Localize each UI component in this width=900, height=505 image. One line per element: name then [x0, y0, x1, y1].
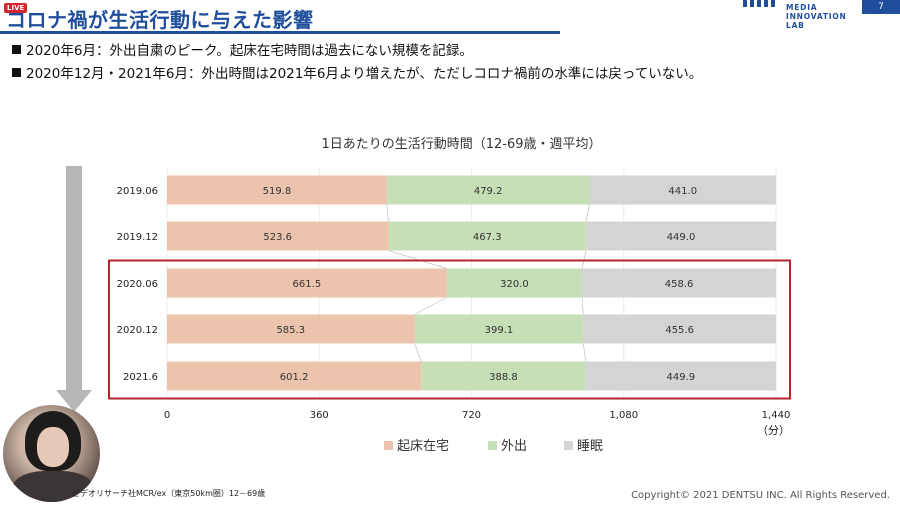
- page-number: 7: [862, 0, 900, 14]
- data-label: 441.0: [668, 186, 697, 197]
- category-label: 2019.06: [117, 186, 158, 197]
- category-label: 2020.06: [117, 279, 158, 290]
- legend-label: 外出: [501, 439, 527, 454]
- data-label: 601.2: [280, 372, 309, 383]
- bar-segment: [583, 314, 776, 344]
- bullet-item: 2020年12月・2021年6月：外出時間は2021年6月より増えたが、ただしコ…: [12, 63, 702, 86]
- logo-text: MEDIA INNOVATION LAB: [786, 3, 847, 30]
- data-label: 523.6: [263, 232, 292, 243]
- bullet-square-icon: [12, 68, 21, 77]
- x-tick-label: 1,440: [762, 410, 791, 421]
- data-label: 467.3: [473, 232, 502, 243]
- page-title: コロナ禍が生活行動に与えた影響: [6, 8, 314, 32]
- category-label: 2020.12: [117, 325, 158, 336]
- data-label: 661.5: [293, 279, 322, 290]
- data-label: 449.9: [667, 372, 696, 383]
- bar-segment: [388, 221, 587, 251]
- bullet-list: 2020年6月：外出自粛のピーク。起床在宅時間は過去にない規模を記録。 2020…: [12, 40, 702, 86]
- presenter-video-avatar: [3, 405, 100, 502]
- source-note: ビデオリサーチ社MCR/ex（東京50km圏）12－69歳: [72, 489, 266, 498]
- bullet-item: 2020年6月：外出自粛のピーク。起床在宅時間は過去にない規模を記録。: [12, 40, 702, 63]
- chart-title: 1日あたりの生活行動時間（12-69歳・週平均）: [321, 137, 601, 152]
- copyright: Copyright© 2021 DENTSU INC. All Rights R…: [631, 490, 890, 501]
- legend-label: 睡眠: [577, 439, 603, 454]
- bar-segment: [167, 175, 387, 205]
- data-label: 388.8: [489, 372, 518, 383]
- title-underline: [0, 31, 560, 34]
- data-label: 519.8: [263, 186, 292, 197]
- series-connector-line: [386, 204, 389, 222]
- bar-segment: [167, 221, 389, 251]
- bar-segment: [421, 361, 586, 391]
- data-label: 479.2: [474, 186, 503, 197]
- data-label: 399.1: [485, 325, 514, 336]
- bar-segment: [585, 361, 776, 391]
- x-tick-label: 720: [462, 410, 481, 421]
- bar-segment: [582, 268, 777, 298]
- data-label: 458.6: [665, 279, 694, 290]
- series-connector-line: [582, 343, 587, 362]
- bullet-text: 2020年6月：外出自粛のピーク。起床在宅時間は過去にない規模を記録。: [26, 43, 473, 59]
- x-axis-unit: （分）: [757, 424, 790, 437]
- bar-segment: [167, 268, 447, 298]
- x-tick-label: 360: [310, 410, 329, 421]
- data-label: 449.0: [667, 232, 696, 243]
- bullet-square-icon: [12, 45, 21, 54]
- time-arrow-shaft: [66, 166, 82, 392]
- series-connector-line: [414, 343, 422, 362]
- data-label: 320.0: [500, 279, 529, 290]
- title-bar: コロナ禍が生活行動に与えた影響 LIVE MEDIA INNOVATION LA…: [0, 0, 900, 36]
- bar-segment: [414, 314, 584, 344]
- bar-segment: [586, 221, 776, 251]
- bullet-text: 2020年12月・2021年6月：外出時間は2021年6月より増えたが、ただしコ…: [26, 66, 703, 82]
- data-label: 585.3: [276, 325, 305, 336]
- data-label: 455.6: [665, 325, 694, 336]
- category-label: 2019.12: [117, 232, 158, 243]
- legend-swatch: [384, 441, 393, 450]
- legend-swatch: [564, 441, 573, 450]
- bar-segment: [167, 314, 415, 344]
- highlight-box: [108, 259, 791, 400]
- bar-segment: [589, 175, 776, 205]
- bar-segment: [167, 361, 422, 391]
- bar-segment: [446, 268, 583, 298]
- series-connector-line: [585, 204, 590, 222]
- time-arrow-head-icon: [56, 390, 92, 412]
- live-badge: LIVE: [4, 3, 28, 13]
- category-label: 2021.6: [123, 372, 158, 383]
- series-connector-line: [581, 297, 584, 315]
- x-tick-label: 1,080: [609, 410, 638, 421]
- bar-segment: [386, 175, 590, 205]
- media-innovation-lab-logo: MEDIA INNOVATION LAB: [743, 0, 853, 33]
- legend-label: 起床在宅: [397, 439, 449, 454]
- legend-swatch: [488, 441, 497, 450]
- series-connector-line: [414, 297, 447, 315]
- x-tick-label: 0: [164, 410, 170, 421]
